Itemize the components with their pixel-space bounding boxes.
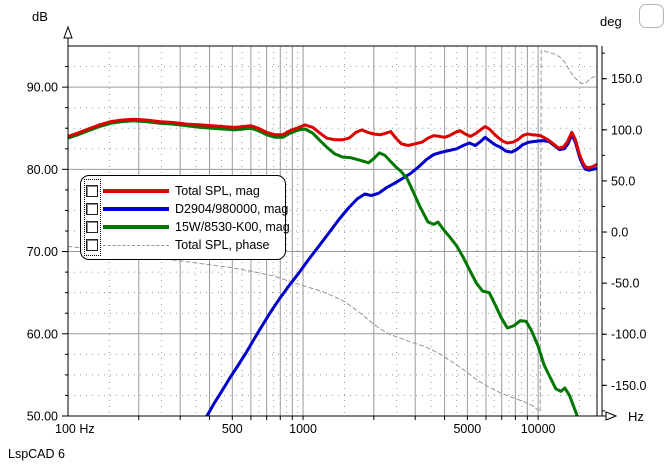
svg-text:50.00: 50.00 xyxy=(27,410,58,424)
legend-checkbox-column xyxy=(84,179,101,256)
legend-line-sample-green xyxy=(103,225,169,229)
app-version-label: LspCAD 6 xyxy=(8,447,65,461)
svg-text:70.00: 70.00 xyxy=(27,245,58,259)
svg-text:100 Hz: 100 Hz xyxy=(55,422,95,436)
svg-text:1000: 1000 xyxy=(289,422,317,436)
legend-checkbox[interactable] xyxy=(86,185,98,197)
svg-text:5000: 5000 xyxy=(453,422,481,436)
legend-item-total-spl-mag: Total SPL, mag xyxy=(81,182,285,200)
svg-text:150.0: 150.0 xyxy=(611,72,642,86)
left-axis-unit-label: dB xyxy=(32,9,48,24)
svg-text:-100.0: -100.0 xyxy=(611,328,646,342)
svg-text:100.0: 100.0 xyxy=(611,123,642,137)
legend-item-label: Total SPL, phase xyxy=(175,238,270,252)
svg-text:60.00: 60.00 xyxy=(27,327,58,341)
legend-item-label: D2904/980000, mag xyxy=(175,202,289,216)
svg-text:Hz: Hz xyxy=(628,409,644,424)
legend-item-label: Total SPL, mag xyxy=(175,184,260,198)
legend-checkbox[interactable] xyxy=(86,203,98,215)
legend-item-label: 15W/8530-K00, mag xyxy=(175,220,290,234)
legend: Total SPL, mag D2904/980000, mag 15W/853… xyxy=(80,175,290,260)
legend-item-woofer-mag: 15W/8530-K00, mag xyxy=(81,218,290,236)
legend-checkbox[interactable] xyxy=(86,239,98,251)
svg-text:10000: 10000 xyxy=(521,422,556,436)
svg-text:0.0: 0.0 xyxy=(611,226,628,240)
legend-item-tweeter-mag: D2904/980000, mag xyxy=(81,200,289,218)
legend-line-sample-dashed xyxy=(103,244,169,246)
right-axis-unit-label: deg xyxy=(600,14,622,29)
svg-text:-150.0: -150.0 xyxy=(611,379,646,393)
legend-checkbox[interactable] xyxy=(86,221,98,233)
legend-item-total-spl-phase: Total SPL, phase xyxy=(81,236,285,254)
svg-text:500: 500 xyxy=(222,422,243,436)
legend-line-sample-red xyxy=(103,189,169,193)
svg-text:50.0: 50.0 xyxy=(611,174,635,188)
svg-text:80.00: 80.00 xyxy=(27,163,58,177)
svg-text:90.00: 90.00 xyxy=(27,81,58,95)
legend-line-sample-blue xyxy=(103,207,169,211)
svg-text:-50.0: -50.0 xyxy=(611,277,640,291)
scale-settings-button[interactable] xyxy=(639,4,664,28)
